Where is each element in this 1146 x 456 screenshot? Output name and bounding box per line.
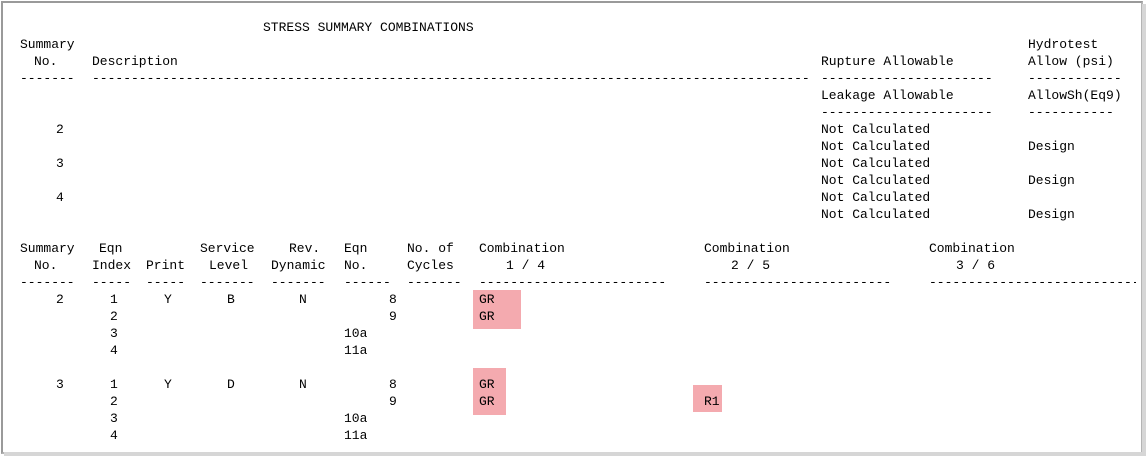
allowsh-rule: ----------- [1028,105,1114,120]
hydrotest-header: Hydrotest [1028,37,1099,52]
summary-row-no: 4 [56,190,64,205]
leakage-allowable-header: Leakage Allowable [821,88,954,103]
description-header: Description [92,54,178,69]
eqn-index-header: Eqn [99,241,123,256]
combination-highlight [693,385,722,412]
group-service-level: D [227,377,235,392]
group-service-level: B [227,292,235,307]
rev-col-rule: ------- [271,275,326,290]
combination-1-sub: 1 / 4 [506,258,546,273]
eqn-no: 11a [344,343,368,358]
eqn-index: 3 [110,411,118,426]
allowsh-header: AllowSh(Eq9) [1028,88,1122,103]
cycles-col-rule: ------- [407,275,462,290]
rev-dynamic-header-2: Dynamic [271,258,326,273]
leakage-value: Not Calculated [821,207,931,222]
eqn-no: 9 [389,309,397,324]
comb1-col-rule: ------------------------ [479,275,667,290]
eqn-index-header-2: Index [92,258,132,273]
combination-1-header: Combination [479,241,565,256]
eqn-index: 3 [110,326,118,341]
rupture-value: Not Calculated [821,156,931,171]
group-summary-no: 2 [56,292,64,307]
combination-2-sub: 2 / 5 [731,258,771,273]
leakage-rule: ---------------------- [821,105,993,120]
cycles-header-2: Cycles [407,258,454,273]
rev-dynamic-header: Rev. [289,241,321,256]
window-shadow-bottom [4,452,1146,456]
eqn-no-header-2: No. [344,258,368,273]
service-col-rule: ------- [200,275,255,290]
hydrotest-value: Design [1028,173,1075,188]
summary-header: Summary [20,241,75,256]
leakage-value: Not Calculated [821,139,931,154]
group-print: Y [164,292,172,307]
report-title: STRESS SUMMARY COMBINATIONS [263,20,474,35]
eqn-no: 8 [389,377,397,392]
description-rule: ----------------------------------------… [92,71,810,86]
eqn-no: 8 [389,292,397,307]
combination-2-header: Combination [704,241,790,256]
summary-rule: ------- [20,71,75,86]
print-header: Print [146,258,186,273]
print-col-rule: ----- [146,275,186,290]
rupture-rule: ---------------------- [821,71,993,86]
combination-1-value: GR [479,394,495,409]
summary-header-2: No. [34,258,58,273]
eqn-index: 4 [110,428,118,443]
combination-3-header: Combination [929,241,1015,256]
eqn-no: 9 [389,394,397,409]
combination-1-value: GR [479,377,495,392]
hydrotest-rule: ------------ [1028,71,1122,86]
comb3-col-rule: ----------------------------- [929,275,1136,290]
comb2-col-rule: ------------------------ [704,275,892,290]
group-rev-dynamic: N [299,377,307,392]
cycles-header: No. of [407,241,454,256]
group-rev-dynamic: N [299,292,307,307]
summary-row-no: 2 [56,122,64,137]
rupture-value: Not Calculated [821,190,931,205]
combination-3-sub: 3 / 6 [956,258,996,273]
combination-2-value: R1 [704,394,720,409]
eqn-index: 1 [110,377,118,392]
eqn-index: 2 [110,309,118,324]
summary-no-header: Summary [20,37,75,52]
combination-1-value: GR [479,309,495,324]
eqn-index: 4 [110,343,118,358]
window-shadow-right [1142,4,1146,456]
eqn-index: 1 [110,292,118,307]
hydrotest-value: Design [1028,207,1075,222]
eqn-index: 2 [110,394,118,409]
eqn-no: 10a [344,326,368,341]
group-summary-no: 3 [56,377,64,392]
eqn-no: 10a [344,411,368,426]
leakage-value: Not Calculated [821,173,931,188]
combination-1-value: GR [479,292,495,307]
service-level-header: Service [200,241,255,256]
hydrotest-value: Design [1028,139,1075,154]
eqn-col-rule: ----- [92,275,132,290]
summary-no-header-2: No. [34,54,58,69]
summary-col-rule: ------- [20,275,75,290]
rupture-value: Not Calculated [821,122,931,137]
rupture-allowable-header: Rupture Allowable [821,54,954,69]
combination-highlight [473,290,521,329]
hydrotest-allow-header: Allow (psi) [1028,54,1114,69]
eqn-no: 11a [344,428,368,443]
group-print: Y [164,377,172,392]
eqnno-col-rule: ------ [344,275,391,290]
service-level-header-2: Level [209,258,249,273]
summary-row-no: 3 [56,156,64,171]
eqn-no-header: Eqn [344,241,368,256]
combination-highlight [473,368,506,415]
